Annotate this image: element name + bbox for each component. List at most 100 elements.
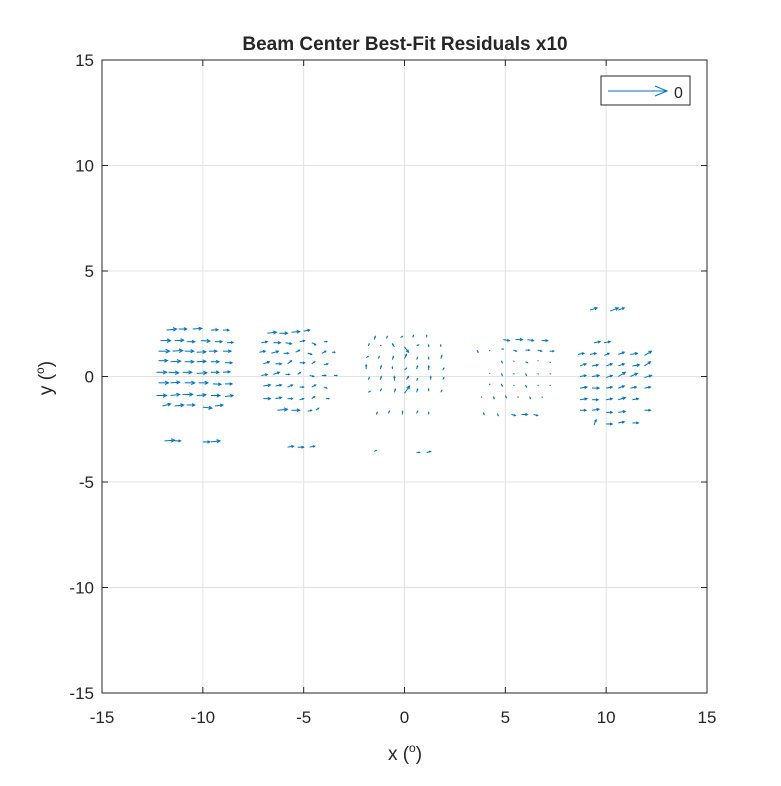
quiver-arrow xyxy=(169,371,179,375)
quiver-arrow xyxy=(263,361,269,363)
quiver-arrow xyxy=(394,377,395,381)
quiver-arrow xyxy=(275,363,281,365)
quiver-arrow xyxy=(275,384,281,386)
quiver-arrow xyxy=(440,345,441,347)
quiver-arrow xyxy=(263,397,270,399)
quiver-arrow xyxy=(413,335,414,337)
quiver-arrow xyxy=(225,362,232,364)
quiver-arrow xyxy=(526,362,528,363)
quiver-arrow xyxy=(215,340,222,342)
quiver-arrow xyxy=(211,440,220,443)
quiver-arrow xyxy=(618,352,624,354)
quiver-arrow xyxy=(261,374,267,376)
quiver-arrow xyxy=(550,350,554,351)
quiver-arrow xyxy=(288,385,293,387)
quiver-arrow xyxy=(632,364,639,366)
quiver-arrow xyxy=(550,385,551,386)
quiver-arrow xyxy=(298,446,304,448)
quiver-arrow xyxy=(513,361,514,362)
quiver-arrow xyxy=(526,349,530,350)
quiver-arrow xyxy=(374,450,376,451)
quiver-arrow xyxy=(304,329,310,331)
quiver-arrow xyxy=(312,362,315,364)
quiver-arrow xyxy=(417,345,419,346)
quiver-arrow xyxy=(528,339,534,341)
quiver-arrow xyxy=(618,364,624,366)
quiver-arrow xyxy=(501,384,502,386)
quiver-arrow xyxy=(209,350,217,353)
quiver-arrow xyxy=(171,393,180,396)
quiver-arrow xyxy=(530,397,531,399)
quiver-arrow xyxy=(441,390,442,392)
quiver-arrow xyxy=(365,365,366,369)
quiver-arrow xyxy=(267,331,276,334)
quiver-arrow xyxy=(368,344,369,346)
quiver-arrow xyxy=(292,409,300,412)
quiver-arrow xyxy=(606,386,612,388)
quiver-arrow xyxy=(417,366,418,369)
quiver-arrow xyxy=(300,386,304,387)
quiver-arrow xyxy=(606,423,612,425)
quiver-arrow xyxy=(428,345,429,347)
quiver-arrow xyxy=(310,446,315,448)
quiver-arrow xyxy=(316,408,319,410)
quiver-arrow xyxy=(334,375,337,376)
quiver-arrow xyxy=(201,339,210,342)
quiver-arrow xyxy=(378,356,379,358)
quiver-arrow xyxy=(263,384,270,386)
quiver-arrow xyxy=(489,350,490,351)
quiver-arrow xyxy=(644,351,651,355)
quiver-arrow xyxy=(402,411,403,414)
quiver-arrow xyxy=(156,371,166,375)
quiver-arrow xyxy=(225,383,232,385)
quiver-arrow xyxy=(211,329,218,331)
quiver-arrow xyxy=(443,368,444,370)
quiver-arrow xyxy=(322,375,326,376)
quiver-arrow xyxy=(400,336,402,337)
quiver-arrow xyxy=(225,394,233,397)
quiver-arrow xyxy=(606,364,612,366)
quiver-arrow xyxy=(227,341,233,343)
chart-title: Beam Center Best-Fit Residuals x10 xyxy=(242,34,567,55)
quiver-arrow xyxy=(332,352,335,353)
quiver-arrow xyxy=(513,373,514,374)
quiver-arrow xyxy=(308,410,312,411)
y-tick-label: -5 xyxy=(79,473,94,492)
quiver-arrow xyxy=(503,339,509,341)
quiver-arrow xyxy=(428,358,429,360)
quiver-arrow xyxy=(324,387,327,388)
quiver-arrow xyxy=(324,364,328,365)
quiver-arrow xyxy=(428,389,429,391)
legend: 0 xyxy=(601,76,690,105)
y-tick-label: -10 xyxy=(69,579,94,598)
quiver-arrow xyxy=(592,399,598,401)
quiver-arrow xyxy=(175,404,184,407)
quiver-arrow xyxy=(443,378,444,380)
quiver-arrow xyxy=(417,411,418,413)
x-tick-label: -10 xyxy=(191,708,216,727)
quiver-arrow xyxy=(165,439,175,443)
quiver-arrow xyxy=(275,397,281,399)
quiver-arrow xyxy=(197,393,206,396)
quiver-arrow xyxy=(630,352,637,354)
quiver-arrow xyxy=(296,350,300,352)
quiver-arrow xyxy=(427,451,431,452)
x-tick-label: -15 xyxy=(90,708,115,727)
quiver-arrow xyxy=(271,351,278,354)
quiver-arrow xyxy=(521,413,527,415)
quiver-arrow xyxy=(428,412,429,414)
quiver-arrow xyxy=(288,361,292,364)
quiver-arrow xyxy=(501,361,502,363)
quiver-arrow xyxy=(501,373,502,375)
y-tick-label: 15 xyxy=(75,51,94,70)
quiver-arrow xyxy=(481,397,482,398)
quiver-arrow xyxy=(580,409,586,411)
quiver-arrow xyxy=(632,422,638,424)
quiver-arrow xyxy=(606,398,612,400)
vector-field xyxy=(156,307,651,453)
quiver-arrow xyxy=(261,341,267,343)
quiver-arrow xyxy=(534,414,538,415)
quiver-arrow xyxy=(580,364,586,366)
